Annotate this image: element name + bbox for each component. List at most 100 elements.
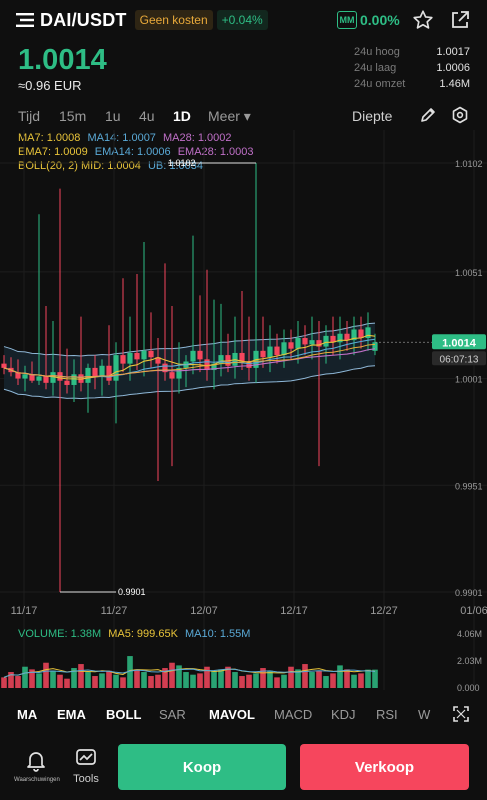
vol-ma5-label: MA5: 999.65K bbox=[108, 628, 178, 640]
candlestick-chart[interactable]: 1.0102 1.0051 1.0001 0.9951 0.9901 11/17 11/2… bbox=[0, 130, 487, 700]
last-price: 1.0014 bbox=[18, 44, 107, 76]
pencil-icon[interactable] bbox=[419, 106, 437, 124]
volume-bar bbox=[78, 664, 84, 688]
volume-bar bbox=[323, 676, 329, 688]
volume-bar bbox=[246, 674, 252, 688]
price-axis: 1.0102 1.0051 1.0001 0.9951 0.9901 bbox=[455, 159, 483, 598]
volume-bar bbox=[232, 672, 238, 688]
bell-icon bbox=[27, 752, 45, 772]
pair-title[interactable]: DAI/USDT bbox=[40, 9, 127, 30]
tools-label: Tools bbox=[73, 773, 99, 785]
annotations: 1.0102 0.9901 1.0014 06:07:13 bbox=[60, 158, 486, 597]
chart-grid bbox=[0, 130, 487, 690]
stats-panel: 24u hoog 1.0017 24u laag 1.0006 24u omze… bbox=[354, 46, 470, 94]
price-tick-label: 1.0102 bbox=[455, 159, 483, 169]
tools-button[interactable]: Tools bbox=[68, 748, 104, 785]
tab-15m[interactable]: 15m bbox=[59, 108, 87, 124]
volume-bar bbox=[50, 670, 56, 688]
volume-bar bbox=[99, 673, 105, 688]
ma-legend: MA7: 1.0008 MA14: 1.0007 MA28: 1.0002 bbox=[18, 132, 232, 144]
volume-bar bbox=[22, 666, 28, 688]
countdown-badge bbox=[432, 351, 486, 366]
candle-body bbox=[190, 350, 196, 362]
stat-value: 1.0006 bbox=[436, 62, 470, 74]
candle-body bbox=[176, 367, 182, 379]
tab-depth[interactable]: Diepte bbox=[352, 108, 393, 124]
alerts-button[interactable]: Waarschuwingen bbox=[14, 750, 60, 783]
candle-body bbox=[127, 352, 133, 364]
favorite-star-icon[interactable] bbox=[412, 9, 434, 31]
ma7-label: MA7: 1.0008 bbox=[18, 132, 81, 144]
candle-body bbox=[330, 335, 336, 343]
volume-tick-label: 2.03M bbox=[457, 656, 482, 666]
sell-button[interactable]: Verkoop bbox=[300, 744, 469, 790]
candle-body bbox=[204, 359, 210, 371]
tab-1d[interactable]: 1D bbox=[173, 108, 191, 124]
menu-icon[interactable] bbox=[16, 13, 34, 27]
volume-bar bbox=[365, 669, 371, 688]
fee-badge: Geen kosten bbox=[134, 10, 213, 30]
volume-bar bbox=[176, 665, 182, 688]
candle-body bbox=[281, 342, 287, 356]
ma14-label: MA14: 1.0007 bbox=[87, 132, 156, 144]
action-footer: Waarschuwingen Tools Koop Verkoop bbox=[0, 736, 487, 800]
date-tick-label: 11/27 bbox=[101, 605, 128, 617]
fullscreen-icon[interactable] bbox=[452, 705, 470, 723]
stat-value: 1.46M bbox=[439, 78, 470, 90]
volume-bar bbox=[316, 670, 322, 688]
candle-body bbox=[36, 376, 42, 381]
candle-body bbox=[274, 346, 280, 356]
candle-body bbox=[15, 372, 21, 379]
candle-body bbox=[134, 352, 140, 360]
ind-tab-macd[interactable]: MACD bbox=[274, 707, 313, 722]
ind-tab-sar[interactable]: SAR bbox=[159, 707, 186, 722]
candle-body bbox=[99, 365, 105, 377]
volume-bar bbox=[267, 670, 273, 688]
candles-layer bbox=[1, 163, 378, 592]
candle-body bbox=[267, 346, 273, 358]
stat-turnover: 24u omzet 1.46M bbox=[354, 78, 470, 94]
ind-tab-ema[interactable]: EMA bbox=[57, 707, 86, 722]
volume-bar bbox=[155, 674, 161, 688]
volume-tick-label: 4.06M bbox=[457, 629, 482, 639]
tab-4u[interactable]: 4u bbox=[139, 108, 155, 124]
low-marker-label: 0.9901 bbox=[118, 587, 146, 597]
tab-tijd[interactable]: Tijd bbox=[18, 108, 41, 124]
volume-bar bbox=[57, 674, 63, 688]
candle-body bbox=[337, 333, 343, 343]
ma7-line bbox=[3, 334, 376, 380]
share-icon[interactable] bbox=[450, 10, 470, 30]
tab-meer[interactable]: Meer ▾ bbox=[208, 108, 251, 124]
ind-tab-rsi[interactable]: RSI bbox=[376, 707, 398, 722]
volume-bar bbox=[169, 662, 175, 688]
volume-bar bbox=[190, 674, 196, 688]
ind-tab-ma[interactable]: MA bbox=[17, 707, 38, 722]
volume-bar bbox=[239, 676, 245, 688]
volume-bar bbox=[358, 673, 364, 688]
volume-bar bbox=[85, 672, 91, 688]
fiat-price: ≈0.96 EUR bbox=[18, 78, 82, 93]
mm-icon[interactable]: MM bbox=[337, 11, 357, 29]
volume-bar bbox=[204, 666, 210, 688]
volume-bar bbox=[337, 665, 343, 688]
indicator-tabs: MA EMA BOLL SAR MAVOL MACD KDJ RSI W bbox=[0, 703, 487, 727]
date-tick-label: 01/06 bbox=[460, 605, 487, 617]
volume-bar bbox=[218, 669, 224, 688]
volume-bar bbox=[288, 666, 294, 688]
ind-tab-kdj[interactable]: KDJ bbox=[331, 707, 356, 722]
volume-bar bbox=[302, 664, 308, 688]
countdown-label: 06:07:13 bbox=[440, 354, 479, 365]
ind-tab-mavol[interactable]: MAVOL bbox=[209, 707, 255, 722]
candle-body bbox=[29, 374, 35, 381]
stat-label: 24u hoog bbox=[354, 46, 400, 58]
settings-gear-icon[interactable] bbox=[451, 106, 469, 124]
tab-1u[interactable]: 1u bbox=[105, 108, 121, 124]
volume-bar bbox=[253, 673, 259, 688]
candle-body bbox=[50, 372, 56, 383]
ind-tab-boll[interactable]: BOLL bbox=[106, 707, 142, 722]
volume-bar bbox=[64, 678, 70, 688]
ind-tab-w[interactable]: W bbox=[418, 707, 431, 722]
buy-button[interactable]: Koop bbox=[118, 744, 286, 790]
ema28-label: EMA28: 1.0003 bbox=[177, 146, 254, 158]
volume-bar bbox=[281, 674, 287, 688]
